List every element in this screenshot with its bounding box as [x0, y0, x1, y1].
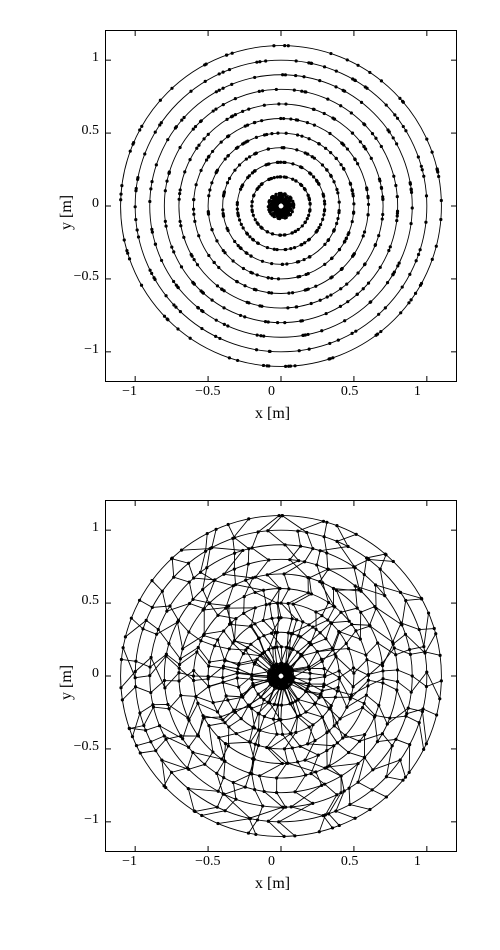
- xtick-label: 0: [268, 854, 275, 870]
- xtick-label: 0.5: [341, 854, 359, 870]
- ytick-label: −0.5: [59, 739, 99, 755]
- xtick-label: −1: [122, 384, 137, 400]
- ytick-label: 1: [59, 520, 99, 536]
- bottom-panel: x [m] y [m] −1−1−0.5−0.5000.50.511: [50, 490, 470, 910]
- ytick-label: 0.5: [59, 593, 99, 609]
- ytick-label: −1: [59, 342, 99, 358]
- ytick-label: −0.5: [59, 269, 99, 285]
- xtick-label: 0: [268, 384, 275, 400]
- ytick-label: 0.5: [59, 123, 99, 139]
- xtick-label: −1: [122, 854, 137, 870]
- bottom-plot-area: [105, 500, 457, 852]
- xtick-label: 0.5: [341, 384, 359, 400]
- figure-container: x [m] y [m] −1−1−0.5−0.5000.50.511 x [m]…: [0, 0, 500, 950]
- top-plot-svg: [106, 31, 456, 381]
- top-xlabel: x [m]: [255, 405, 290, 423]
- xtick-label: 1: [414, 854, 421, 870]
- ytick-label: 1: [59, 50, 99, 66]
- xtick-label: −0.5: [195, 854, 220, 870]
- top-panel: x [m] y [m] −1−1−0.5−0.5000.50.511: [50, 20, 470, 440]
- ytick-label: −1: [59, 812, 99, 828]
- ytick-label: 0: [59, 666, 99, 682]
- xtick-label: 1: [414, 384, 421, 400]
- ytick-label: 0: [59, 196, 99, 212]
- bottom-plot-svg: [106, 501, 456, 851]
- bottom-xlabel: x [m]: [255, 875, 290, 893]
- top-plot-area: [105, 30, 457, 382]
- xtick-label: −0.5: [195, 384, 220, 400]
